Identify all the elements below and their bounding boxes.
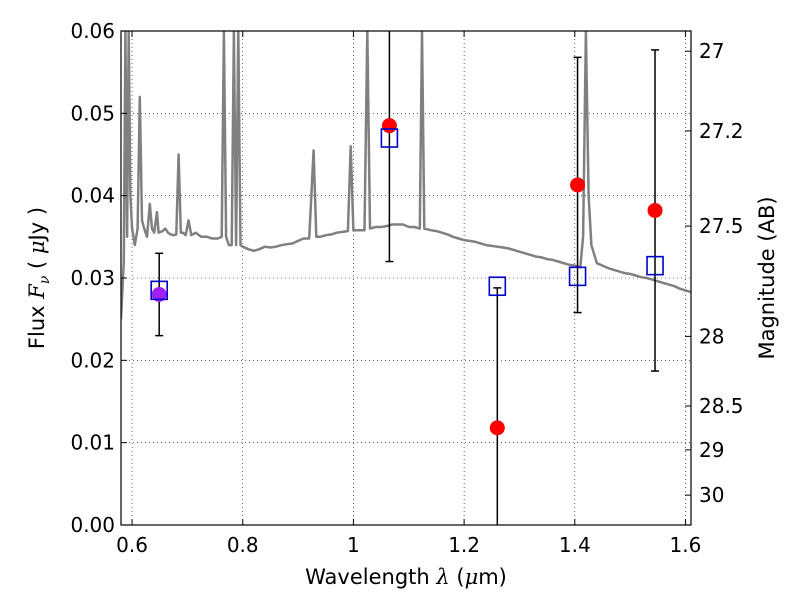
x-tick-label: 1.6 [670, 533, 702, 557]
markers [150, 118, 664, 436]
data-point-circle [151, 286, 167, 302]
y-tick-label: 0.05 [70, 101, 115, 125]
x-tick-label: 1 [347, 533, 360, 557]
data-point-square [488, 276, 507, 297]
y2-tick-label: 29 [699, 438, 724, 462]
y-tick-label: 0.01 [70, 431, 115, 455]
data-point-circle [647, 202, 663, 218]
x-tick-label: 0.6 [116, 533, 148, 557]
y-tick-label: 0.06 [70, 19, 115, 43]
data-point-circle [570, 177, 586, 193]
y2-tick-label: 27.2 [699, 119, 744, 143]
y2-tick-label: 30 [699, 483, 724, 507]
x-tick-label: 1.2 [448, 533, 480, 557]
y-tick-label: 0.04 [70, 184, 115, 208]
data-point-circle [381, 118, 397, 134]
y2-tick-label: 27.5 [699, 214, 744, 238]
model-spectrum-line [121, 31, 691, 320]
data-point-square [646, 255, 664, 276]
data-point-square [380, 128, 399, 148]
y2-tick-label: 28.5 [699, 394, 744, 418]
data-point-square [568, 266, 587, 287]
x-tick-label: 1.4 [559, 533, 591, 557]
y-tick-label: 0.03 [70, 266, 115, 290]
axis-ticks: 0.6 0.8 1 1.2 1.4 1.6 0.00 0.01 0.02 0.03 0.04 0.05… [70, 19, 743, 557]
x-axis-title: Wavelength λ (μm) [305, 565, 507, 589]
data-point-circle [489, 420, 505, 436]
y2-tick-label: 27 [699, 39, 724, 63]
y-tick-label: 0.00 [70, 513, 115, 537]
y-tick-label: 0.02 [70, 348, 115, 372]
y2-axis-title: Magnitude (AB) [755, 196, 779, 359]
x-tick-label: 0.8 [227, 533, 259, 557]
y-axis-title: Flux Fν ( μJy ) [25, 207, 53, 349]
model-spectrum-layer [121, 31, 691, 320]
y2-tick-label: 28 [699, 324, 724, 348]
data-point-square [150, 280, 168, 301]
